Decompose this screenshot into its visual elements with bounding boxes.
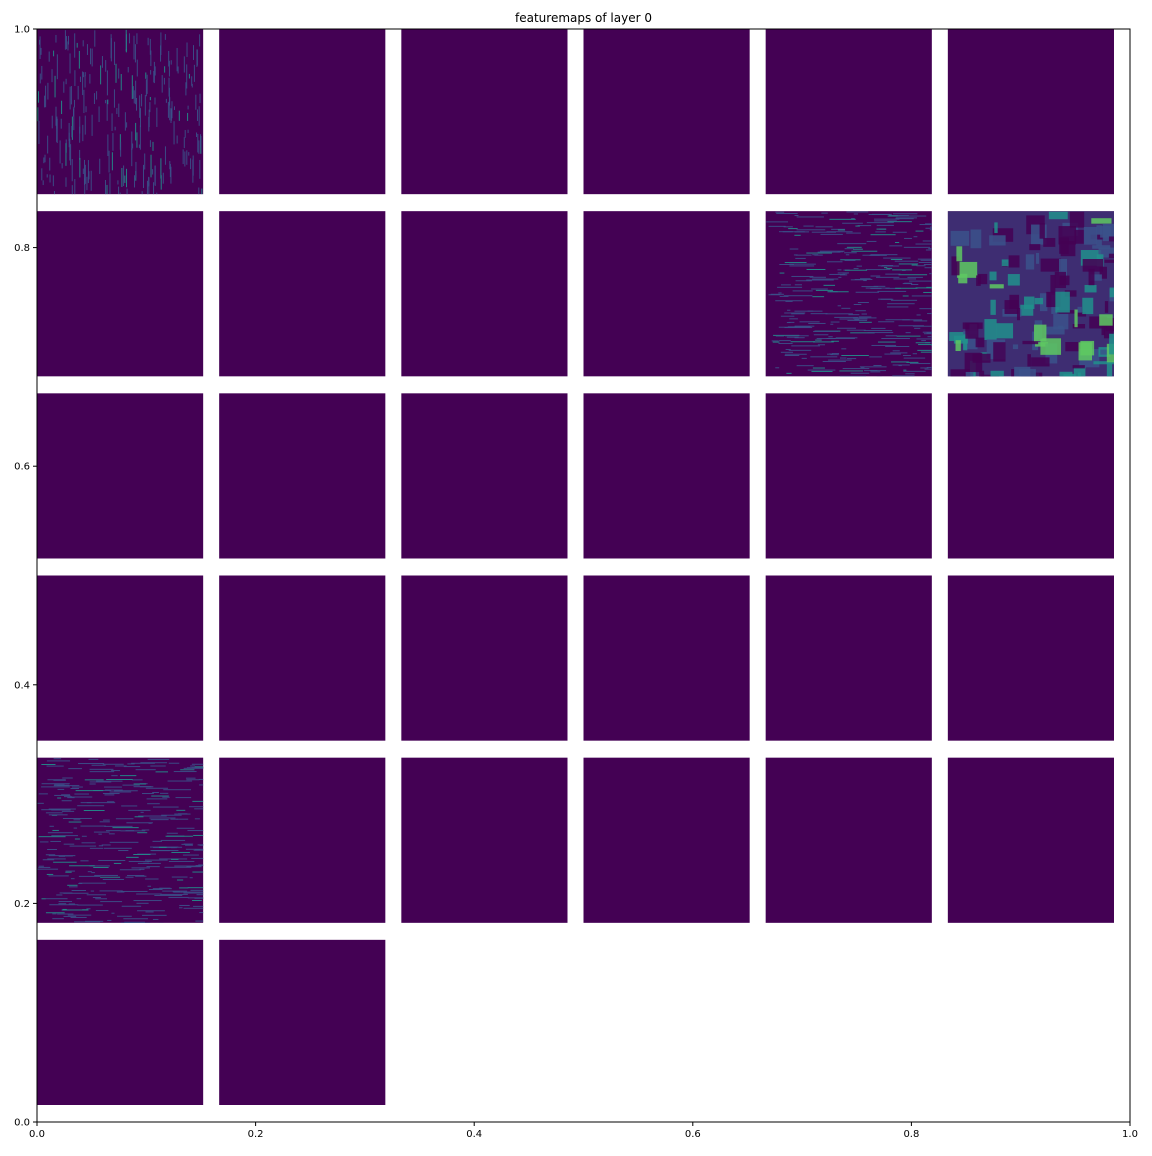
feature-map-tile (401, 211, 568, 377)
feature-map-tile (947, 29, 1114, 195)
feature-map-6 (37, 211, 204, 377)
feature-map-7 (219, 211, 386, 377)
x-tick-label: 0.8 (903, 1129, 919, 1140)
feature-map-tile (765, 211, 932, 377)
feature-map-4 (765, 29, 932, 195)
feature-map-5 (947, 29, 1114, 195)
feature-map-tile (401, 757, 568, 923)
feature-map-28 (765, 757, 932, 923)
feature-map-17 (947, 393, 1114, 559)
feature-map-22 (765, 575, 932, 741)
feature-map-tile (401, 393, 568, 559)
feature-map-tile (219, 939, 386, 1105)
x-tick-label: 1.0 (1122, 1129, 1138, 1140)
feature-map-16 (765, 393, 932, 559)
feature-map-tile (219, 211, 386, 377)
feature-map-12 (37, 393, 204, 559)
y-tick-label: 0.4 (14, 680, 30, 691)
feature-map-tile (583, 211, 750, 377)
feature-map-tile (947, 757, 1114, 923)
feature-map-tile (401, 29, 568, 195)
feature-map-tile (219, 393, 386, 559)
feature-map-tile (37, 29, 204, 195)
feature-map-11 (947, 211, 1114, 377)
feature-map-0 (37, 29, 204, 195)
feature-map-tile (583, 29, 750, 195)
feature-map-24 (37, 757, 204, 923)
feature-map-tile (219, 575, 386, 741)
feature-map-tile (37, 575, 204, 741)
feature-map-14 (401, 393, 568, 559)
feature-map-10 (765, 211, 932, 377)
feature-map-23 (947, 575, 1114, 741)
feature-map-2 (401, 29, 568, 195)
feature-map-tile (765, 29, 932, 195)
feature-map-29 (947, 757, 1114, 923)
axes-frame (36, 28, 1131, 1123)
feature-map-tile (947, 575, 1114, 741)
feature-map-27 (583, 757, 750, 923)
feature-map-9 (583, 211, 750, 377)
feature-map-tile (219, 757, 386, 923)
x-tick-label: 0.2 (248, 1129, 264, 1140)
feature-map-tile (37, 211, 204, 377)
feature-map-19 (219, 575, 386, 741)
feature-map-26 (401, 757, 568, 923)
y-tick-label: 0.2 (14, 899, 30, 910)
feature-map-8 (401, 211, 568, 377)
feature-map-31 (219, 939, 386, 1105)
feature-map-tile (765, 575, 932, 741)
x-tick-label: 0.6 (685, 1129, 701, 1140)
feature-map-tile (947, 393, 1114, 559)
feature-map-tile (583, 757, 750, 923)
y-tick-label: 0.6 (14, 462, 30, 473)
feature-map-18 (37, 575, 204, 741)
feature-map-tile (765, 757, 932, 923)
chart-title: featuremaps of layer 0 (515, 11, 652, 25)
y-tick-label: 0.8 (14, 243, 30, 254)
axes: 0.0 0.2 0.4 0.6 0.8 1.0 0.0 0.2 0.4 0.6 0.8 1.0 (14, 25, 1138, 1141)
feature-map-21 (583, 575, 750, 741)
feature-map-tile (219, 29, 386, 195)
feature-map-tile (765, 393, 932, 559)
y-tick-label: 0.0 (14, 1118, 30, 1129)
feature-map-tile (37, 939, 204, 1105)
feature-map-20 (401, 575, 568, 741)
feature-map-grid (37, 29, 1114, 1105)
feature-map-tile (583, 393, 750, 559)
feature-map-tile (37, 393, 204, 559)
feature-map-tile (401, 575, 568, 741)
feature-map-tile (583, 575, 750, 741)
feature-map-25 (219, 757, 386, 923)
y-tick-label: 1.0 (14, 25, 30, 36)
feature-map-15 (583, 393, 750, 559)
feature-map-3 (583, 29, 750, 195)
feature-map-30 (37, 939, 204, 1105)
x-tick-label: 0.0 (29, 1129, 45, 1140)
feature-map-13 (219, 393, 386, 559)
feature-map-1 (219, 29, 386, 195)
x-tick-label: 0.4 (466, 1129, 482, 1140)
